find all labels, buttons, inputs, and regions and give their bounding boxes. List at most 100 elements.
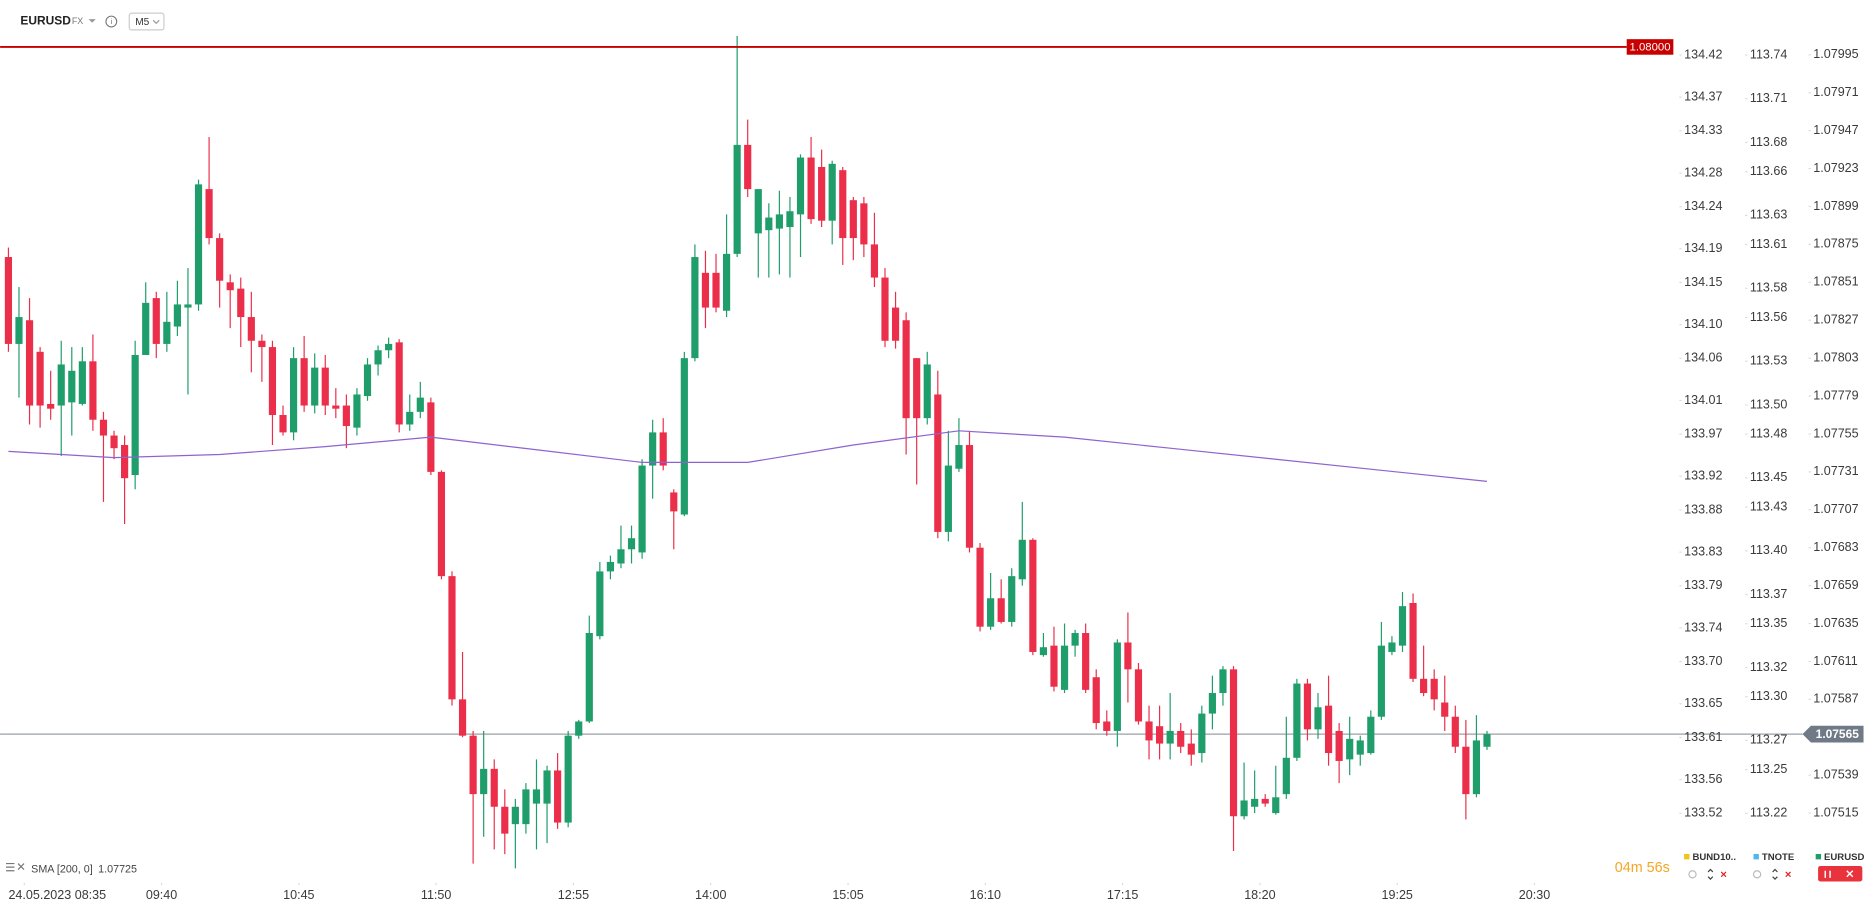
y-tick-label: 113.61 bbox=[1750, 237, 1787, 251]
candle-body bbox=[1113, 642, 1121, 731]
candle-body bbox=[1388, 642, 1396, 652]
candle-body bbox=[701, 272, 710, 308]
candle-body bbox=[976, 547, 984, 627]
sma-line bbox=[8, 430, 1488, 482]
candle-body bbox=[1282, 757, 1290, 795]
candle-body bbox=[1261, 798, 1269, 804]
y-tick-label: 1.07827 bbox=[1813, 313, 1858, 327]
legend-swatch bbox=[1753, 853, 1759, 860]
info-icon[interactable] bbox=[105, 15, 118, 28]
candle-body bbox=[564, 735, 572, 823]
candle-body bbox=[775, 214, 783, 229]
plot-area bbox=[0, 35, 1803, 869]
y-tick-label: 1.07587 bbox=[1813, 692, 1858, 706]
candle-body bbox=[1008, 576, 1016, 622]
eye-icon[interactable] bbox=[1752, 870, 1762, 879]
y-tick-label: 113.56 bbox=[1750, 310, 1787, 324]
y-tick-label: 134.10 bbox=[1684, 317, 1722, 331]
candle-body bbox=[89, 361, 97, 420]
candle-body bbox=[744, 144, 752, 190]
candle-body bbox=[987, 598, 995, 627]
y-tick-label: 133.61 bbox=[1684, 730, 1722, 744]
y-tick-label: 134.37 bbox=[1684, 89, 1722, 103]
x-tick-label: 14:00 bbox=[695, 888, 726, 902]
countdown: 04m 56s bbox=[1615, 860, 1670, 876]
y-tick-label: 1.07971 bbox=[1813, 85, 1858, 99]
candle-body bbox=[1420, 678, 1428, 694]
candle-body bbox=[268, 347, 277, 416]
symbol[interactable]: EURUSD bbox=[20, 14, 71, 28]
candle-body bbox=[870, 244, 879, 278]
candle-body bbox=[258, 340, 266, 348]
candle-body bbox=[955, 445, 963, 469]
candle-body bbox=[1441, 702, 1449, 717]
eye-icon[interactable] bbox=[1688, 870, 1697, 879]
candle-body bbox=[1483, 734, 1491, 747]
move-icon[interactable] bbox=[1707, 868, 1714, 880]
candle-body bbox=[543, 770, 551, 804]
candle-body bbox=[152, 298, 160, 344]
y-tick-label: 133.65 bbox=[1684, 696, 1722, 710]
candle-body bbox=[1018, 539, 1026, 580]
y-tick-label: 113.37 bbox=[1750, 587, 1787, 601]
y-tick-label: 134.06 bbox=[1684, 351, 1722, 365]
candle-body bbox=[1324, 705, 1333, 754]
candle-body bbox=[944, 465, 952, 532]
candle-body bbox=[1029, 539, 1037, 652]
candle-body bbox=[765, 217, 773, 231]
y-tick-label: 133.88 bbox=[1684, 502, 1722, 516]
x-tick-label: 15:05 bbox=[832, 888, 863, 902]
legend-swatch bbox=[1815, 853, 1822, 860]
candle-body bbox=[1356, 740, 1364, 755]
candle-body bbox=[490, 768, 498, 807]
y-tick-label: 113.45 bbox=[1750, 470, 1787, 484]
candle-body bbox=[1335, 730, 1343, 761]
candle-body bbox=[332, 405, 340, 409]
market: FX bbox=[72, 16, 83, 26]
x-tick-label: 18:20 bbox=[1244, 888, 1275, 902]
candle-body bbox=[1251, 798, 1259, 807]
y-tick-label: 133.52 bbox=[1684, 806, 1722, 820]
candle-body bbox=[1092, 677, 1100, 724]
candle-body bbox=[828, 163, 836, 221]
remove-icon[interactable] bbox=[1720, 871, 1727, 878]
candle-body bbox=[712, 272, 720, 308]
active-controls[interactable] bbox=[1818, 865, 1863, 882]
sma-close-icon[interactable] bbox=[17, 863, 25, 870]
candle-body bbox=[522, 789, 530, 825]
candle-body bbox=[1050, 645, 1058, 687]
candle-body bbox=[237, 288, 245, 318]
candle-body bbox=[416, 397, 424, 412]
timeframe: M5 bbox=[135, 17, 149, 28]
y-tick-label: 113.68 bbox=[1750, 135, 1787, 149]
x-tick-label: 16:10 bbox=[970, 888, 1001, 902]
dropdown-caret[interactable] bbox=[88, 19, 96, 23]
legend-label: TNOTE bbox=[1762, 852, 1794, 863]
candle-body bbox=[1346, 738, 1354, 760]
x-tick-label: 11:50 bbox=[421, 888, 451, 902]
y-tick-label: 133.97 bbox=[1684, 426, 1722, 440]
y-tick-label: 1.07659 bbox=[1813, 578, 1858, 592]
candle-body bbox=[25, 320, 34, 406]
candle-body bbox=[1134, 669, 1143, 722]
move-icon[interactable] bbox=[1772, 868, 1778, 880]
y-tick-label: 134.24 bbox=[1684, 199, 1722, 213]
x-tick-label: 24.05.2023 08:35 bbox=[8, 888, 106, 902]
y-tick-label: 1.07995 bbox=[1813, 47, 1858, 61]
candle-body bbox=[1229, 669, 1238, 817]
candle-body bbox=[997, 598, 1005, 622]
candle-body bbox=[1430, 678, 1438, 700]
candle-body bbox=[184, 304, 192, 308]
y-tick-label: 1.07611 bbox=[1813, 654, 1857, 668]
timeframe-box[interactable] bbox=[128, 12, 165, 31]
candle-body bbox=[300, 358, 308, 406]
candle-body bbox=[68, 370, 76, 403]
remove-icon[interactable] bbox=[1785, 871, 1791, 878]
candle-body bbox=[596, 571, 604, 637]
candle-body bbox=[638, 465, 646, 553]
y-tick-label: 113.43 bbox=[1750, 499, 1787, 513]
candle-body bbox=[1303, 683, 1312, 730]
candle-body bbox=[205, 189, 213, 239]
sma-menu-icon[interactable] bbox=[6, 862, 15, 872]
y-tick-label: 133.83 bbox=[1684, 544, 1722, 558]
